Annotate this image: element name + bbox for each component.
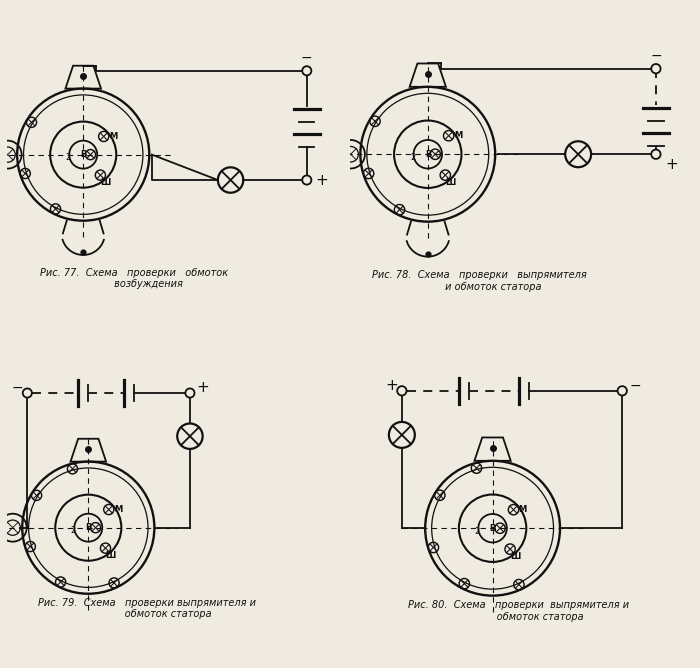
- Text: +: +: [196, 381, 209, 395]
- Circle shape: [617, 386, 627, 395]
- Circle shape: [651, 64, 661, 73]
- Text: М: М: [519, 505, 527, 514]
- Text: −: −: [301, 51, 313, 65]
- Text: М: М: [114, 505, 122, 514]
- Text: Ш: Ш: [445, 178, 456, 188]
- Text: М: М: [108, 132, 117, 141]
- Text: Рис. 79.  Схема   проверки выпрямителя и
              обмоток статора: Рис. 79. Схема проверки выпрямителя и об…: [38, 598, 256, 619]
- Text: В: В: [489, 524, 496, 532]
- Text: В: В: [85, 523, 92, 532]
- Circle shape: [302, 66, 312, 75]
- Circle shape: [23, 389, 32, 397]
- Text: +: +: [316, 172, 328, 188]
- Text: Ш: Ш: [106, 551, 116, 560]
- Text: Ш: Ш: [510, 552, 520, 561]
- Text: 2: 2: [66, 154, 71, 162]
- Circle shape: [186, 389, 195, 397]
- Text: Ш: Ш: [100, 178, 111, 187]
- Text: В: В: [425, 150, 431, 159]
- Text: В: В: [80, 150, 87, 159]
- Text: 2: 2: [475, 527, 480, 536]
- Text: Рис. 78.  Схема   проверки   выпрямителя
         и обмоток статора: Рис. 78. Схема проверки выпрямителя и об…: [372, 270, 587, 292]
- Text: −: −: [11, 381, 23, 395]
- Circle shape: [651, 150, 661, 159]
- Circle shape: [302, 176, 312, 184]
- Circle shape: [397, 386, 407, 395]
- Text: М: М: [454, 131, 462, 140]
- Text: 2: 2: [71, 526, 76, 536]
- Text: Рис. 77.  Схема   проверки   обмоток
         возбуждения: Рис. 77. Схема проверки обмоток возбужде…: [40, 268, 228, 289]
- Text: Рис. 80.  Схема   проверки  выпрямителя и
              обмоток статора: Рис. 80. Схема проверки выпрямителя и об…: [408, 600, 629, 621]
- Text: 2: 2: [410, 153, 415, 162]
- Text: −: −: [629, 379, 641, 393]
- Text: +: +: [665, 157, 678, 172]
- Text: −: −: [650, 49, 662, 63]
- Text: +: +: [385, 378, 398, 393]
